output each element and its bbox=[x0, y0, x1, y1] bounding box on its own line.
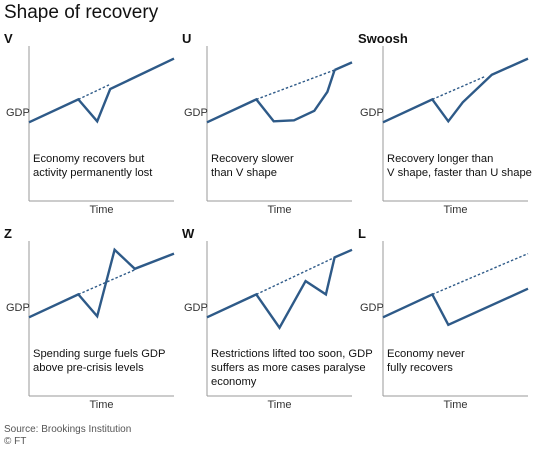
description-line: fully recovers bbox=[387, 362, 453, 374]
description-line: Economy never bbox=[387, 348, 465, 360]
chart-description-v: Economy recovers but activity permanently… bbox=[33, 152, 152, 180]
chart-panel-u: U GDP Time Recovery slower than V shape bbox=[182, 31, 357, 231]
chart-description-u: Recovery slower than V shape bbox=[211, 152, 294, 180]
y-axis-label: GDP bbox=[360, 107, 384, 119]
source-note: Source: Brookings Institution bbox=[4, 424, 132, 435]
chart-title-z: Z bbox=[4, 226, 12, 241]
chart-svg-u: GDP Time bbox=[184, 46, 353, 216]
chart-panel-swoosh: Swoosh GDP Time Recovery longer than V shape… bbox=[358, 31, 533, 231]
chart-title-u: U bbox=[182, 31, 192, 46]
description-line: activity permanently lost bbox=[33, 167, 153, 179]
trend-line-dashed bbox=[78, 269, 136, 296]
page-title: Shape of recovery bbox=[4, 2, 159, 23]
y-axis-label: GDP bbox=[184, 302, 208, 314]
chart-svg-w: GDP Time bbox=[184, 241, 353, 411]
x-axis-label: Time bbox=[267, 399, 291, 411]
gdp-series-line bbox=[28, 247, 175, 319]
description-line: suffers as more cases paralyse bbox=[211, 362, 366, 374]
description-line: Recovery slower bbox=[211, 153, 294, 165]
y-axis-label: GDP bbox=[6, 302, 30, 314]
description-line: above pre-crisis levels bbox=[33, 362, 144, 374]
trend-line-dashed bbox=[432, 76, 485, 101]
description-line: V shape, faster than U shape bbox=[387, 167, 532, 179]
chart-svg-l: GDP Time bbox=[360, 241, 529, 411]
trend-line-dashed bbox=[78, 83, 111, 101]
description-line: Restrictions lifted too soon, GDP bbox=[211, 348, 373, 360]
x-axis-label: Time bbox=[267, 204, 291, 216]
chart-description-swoosh: Recovery longer than V shape, faster than… bbox=[387, 152, 532, 180]
description-line: economy bbox=[211, 376, 257, 388]
chart-description-z: Spending surge fuels GDP above pre-crisis… bbox=[33, 347, 165, 375]
chart-svg-v: GDP Time bbox=[6, 46, 175, 216]
gdp-series-line bbox=[206, 69, 336, 124]
gdp-series-line bbox=[382, 57, 529, 124]
chart-panel-l: L GDP Time Economy never fully recovers bbox=[358, 226, 533, 426]
y-axis-label: GDP bbox=[184, 107, 208, 119]
chart-title-w: W bbox=[182, 226, 195, 241]
x-axis-label: Time bbox=[443, 204, 467, 216]
description-line: Economy recovers but bbox=[33, 153, 145, 165]
gdp-series-line bbox=[206, 248, 353, 330]
chart-description-l: Economy never fully recovers bbox=[387, 347, 465, 375]
description-line: Recovery longer than bbox=[387, 153, 494, 165]
y-axis-label: GDP bbox=[6, 107, 30, 119]
chart-title-l: L bbox=[358, 226, 366, 241]
x-axis-label: Time bbox=[443, 399, 467, 411]
trend-line-dashed bbox=[432, 252, 529, 296]
gdp-series-line bbox=[334, 61, 353, 72]
chart-title-swoosh: Swoosh bbox=[358, 31, 408, 46]
description-line: than V shape bbox=[211, 167, 277, 179]
x-axis-label: Time bbox=[89, 204, 113, 216]
chart-panel-v: V GDP Time Economy recovers but activity per… bbox=[4, 31, 179, 231]
chart-title-v: V bbox=[4, 31, 13, 46]
chart-description-w: Restrictions lifted too soon, GDP suffers… bbox=[211, 347, 373, 389]
y-axis-label: GDP bbox=[360, 302, 384, 314]
chart-panel-z: Z GDP Time Spending surge fuels GDP above pr… bbox=[4, 226, 179, 426]
trend-line-dashed bbox=[256, 69, 335, 101]
chart-svg-swoosh: GDP Time bbox=[360, 46, 529, 216]
trend-line-dashed bbox=[256, 256, 335, 296]
chart-svg-z: GDP Time bbox=[6, 241, 175, 411]
x-axis-label: Time bbox=[89, 399, 113, 411]
copyright-note: © FT bbox=[4, 436, 27, 447]
gdp-series-line bbox=[382, 287, 529, 327]
description-line: Spending surge fuels GDP bbox=[33, 348, 166, 360]
chart-panel-w: W GDP Time Restrictions lifted too soon, GD… bbox=[182, 226, 373, 426]
gdp-series-line bbox=[28, 57, 175, 124]
